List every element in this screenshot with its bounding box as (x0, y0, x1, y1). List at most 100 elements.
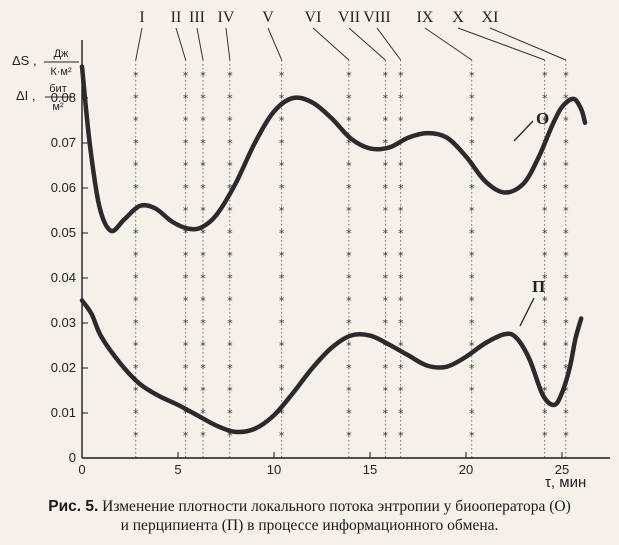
grid-star: * (183, 160, 189, 173)
stage-leader (267, 27, 283, 61)
grid-star: * (542, 317, 548, 330)
grid-star: * (200, 182, 206, 195)
grid-star: * (346, 430, 352, 443)
grid-star: * (563, 205, 569, 218)
grid-star: * (398, 340, 404, 353)
grid-star: * (383, 137, 389, 150)
grid-star: * (398, 160, 404, 173)
stage-leader (196, 27, 204, 61)
entropy-chart: I II III IV V VI VII VIII IX X XI ****************… (12, 9, 610, 491)
grid-star: * (398, 295, 404, 308)
grid-star: * (563, 295, 569, 308)
grid-star: * (563, 430, 569, 443)
grid-star: * (542, 205, 548, 218)
grid-star: * (183, 70, 189, 83)
grid-star: * (542, 115, 548, 128)
grid-star: * (183, 92, 189, 105)
grid-star: * (279, 205, 285, 218)
grid-star: * (469, 317, 475, 330)
caption-figure-number: Рис. 5. (48, 498, 99, 515)
grid-star: * (383, 205, 389, 218)
grid-star: * (469, 272, 475, 285)
grid-star: * (469, 407, 475, 420)
grid-star: * (183, 272, 189, 285)
grid-star: * (469, 92, 475, 105)
grid-star: * (563, 385, 569, 398)
stage-leader (376, 27, 402, 61)
y-tick-label: 0.02 (51, 360, 76, 375)
stage-label-ix: IX (417, 9, 434, 26)
grid-star: * (383, 430, 389, 443)
grid-star: * (227, 182, 233, 195)
grid-star: * (227, 295, 233, 308)
series-line-p (79, 298, 584, 435)
grid-star: * (542, 430, 548, 443)
grid-star: * (346, 317, 352, 330)
grid-star: * (398, 317, 404, 330)
grid-star: * (200, 407, 206, 420)
grid-star: * (279, 430, 285, 443)
grid-star: * (227, 250, 233, 263)
stage-leader (489, 27, 567, 61)
y-tick-label: 0.04 (51, 270, 76, 285)
grid-star: * (383, 407, 389, 420)
grid-star: * (183, 115, 189, 128)
grid-star: * (279, 70, 285, 83)
grid-star: * (563, 160, 569, 173)
grid-star: * (563, 92, 569, 105)
series-label-p: П (532, 277, 545, 296)
grid-star: * (346, 205, 352, 218)
grid-star: * (183, 385, 189, 398)
grid-star: * (563, 340, 569, 353)
grid-star: * (469, 205, 475, 218)
y-tick-label: 0.07 (51, 135, 76, 150)
grid-star: * (563, 137, 569, 150)
grid-star: * (398, 407, 404, 420)
grid-star: * (279, 385, 285, 398)
grid-star: * (563, 250, 569, 263)
grid-star: * (398, 385, 404, 398)
grid-star: * (383, 227, 389, 240)
x-axis-label: τ, мин (545, 474, 586, 491)
grid-star: * (200, 362, 206, 375)
grid-star: * (469, 430, 475, 443)
grid-star: * (133, 340, 139, 353)
grid-star: * (383, 340, 389, 353)
grid-star: * (346, 92, 352, 105)
stage-label-vii: VII (338, 9, 360, 26)
x-tick-label: 15 (363, 462, 377, 477)
grid-star: * (133, 182, 139, 195)
grid-star: * (383, 250, 389, 263)
grid-star: * (133, 272, 139, 285)
grid-star: * (563, 272, 569, 285)
grid-star: * (133, 250, 139, 263)
grid-star: * (279, 160, 285, 173)
y-label-top-prefix: ΔS , (12, 53, 37, 68)
grid-star: * (383, 115, 389, 128)
stage-leader (457, 27, 545, 61)
grid-star: * (227, 160, 233, 173)
grid-star: * (398, 227, 404, 240)
grid-star: * (183, 182, 189, 195)
grid-star: * (383, 182, 389, 195)
grid-star: * (183, 137, 189, 150)
grid-star: * (398, 250, 404, 263)
grid-star: * (133, 137, 139, 150)
grid-star: * (346, 227, 352, 240)
grid-star: * (200, 137, 206, 150)
stage-label-vi: VI (305, 9, 322, 26)
grid-star: * (398, 182, 404, 195)
grid-star: * (383, 160, 389, 173)
grid-star: * (227, 362, 233, 375)
y-tick-label: 0.03 (51, 315, 76, 330)
y-label-top-den: К·м² (50, 66, 72, 78)
grid-star: * (227, 115, 233, 128)
grid-star: * (227, 317, 233, 330)
stage-leader (135, 27, 143, 61)
grid-star: * (398, 92, 404, 105)
grid-star: * (200, 295, 206, 308)
grid-star: * (227, 272, 233, 285)
grid-star: * (200, 385, 206, 398)
grid-star: * (227, 205, 233, 218)
grid-star: * (563, 70, 569, 83)
